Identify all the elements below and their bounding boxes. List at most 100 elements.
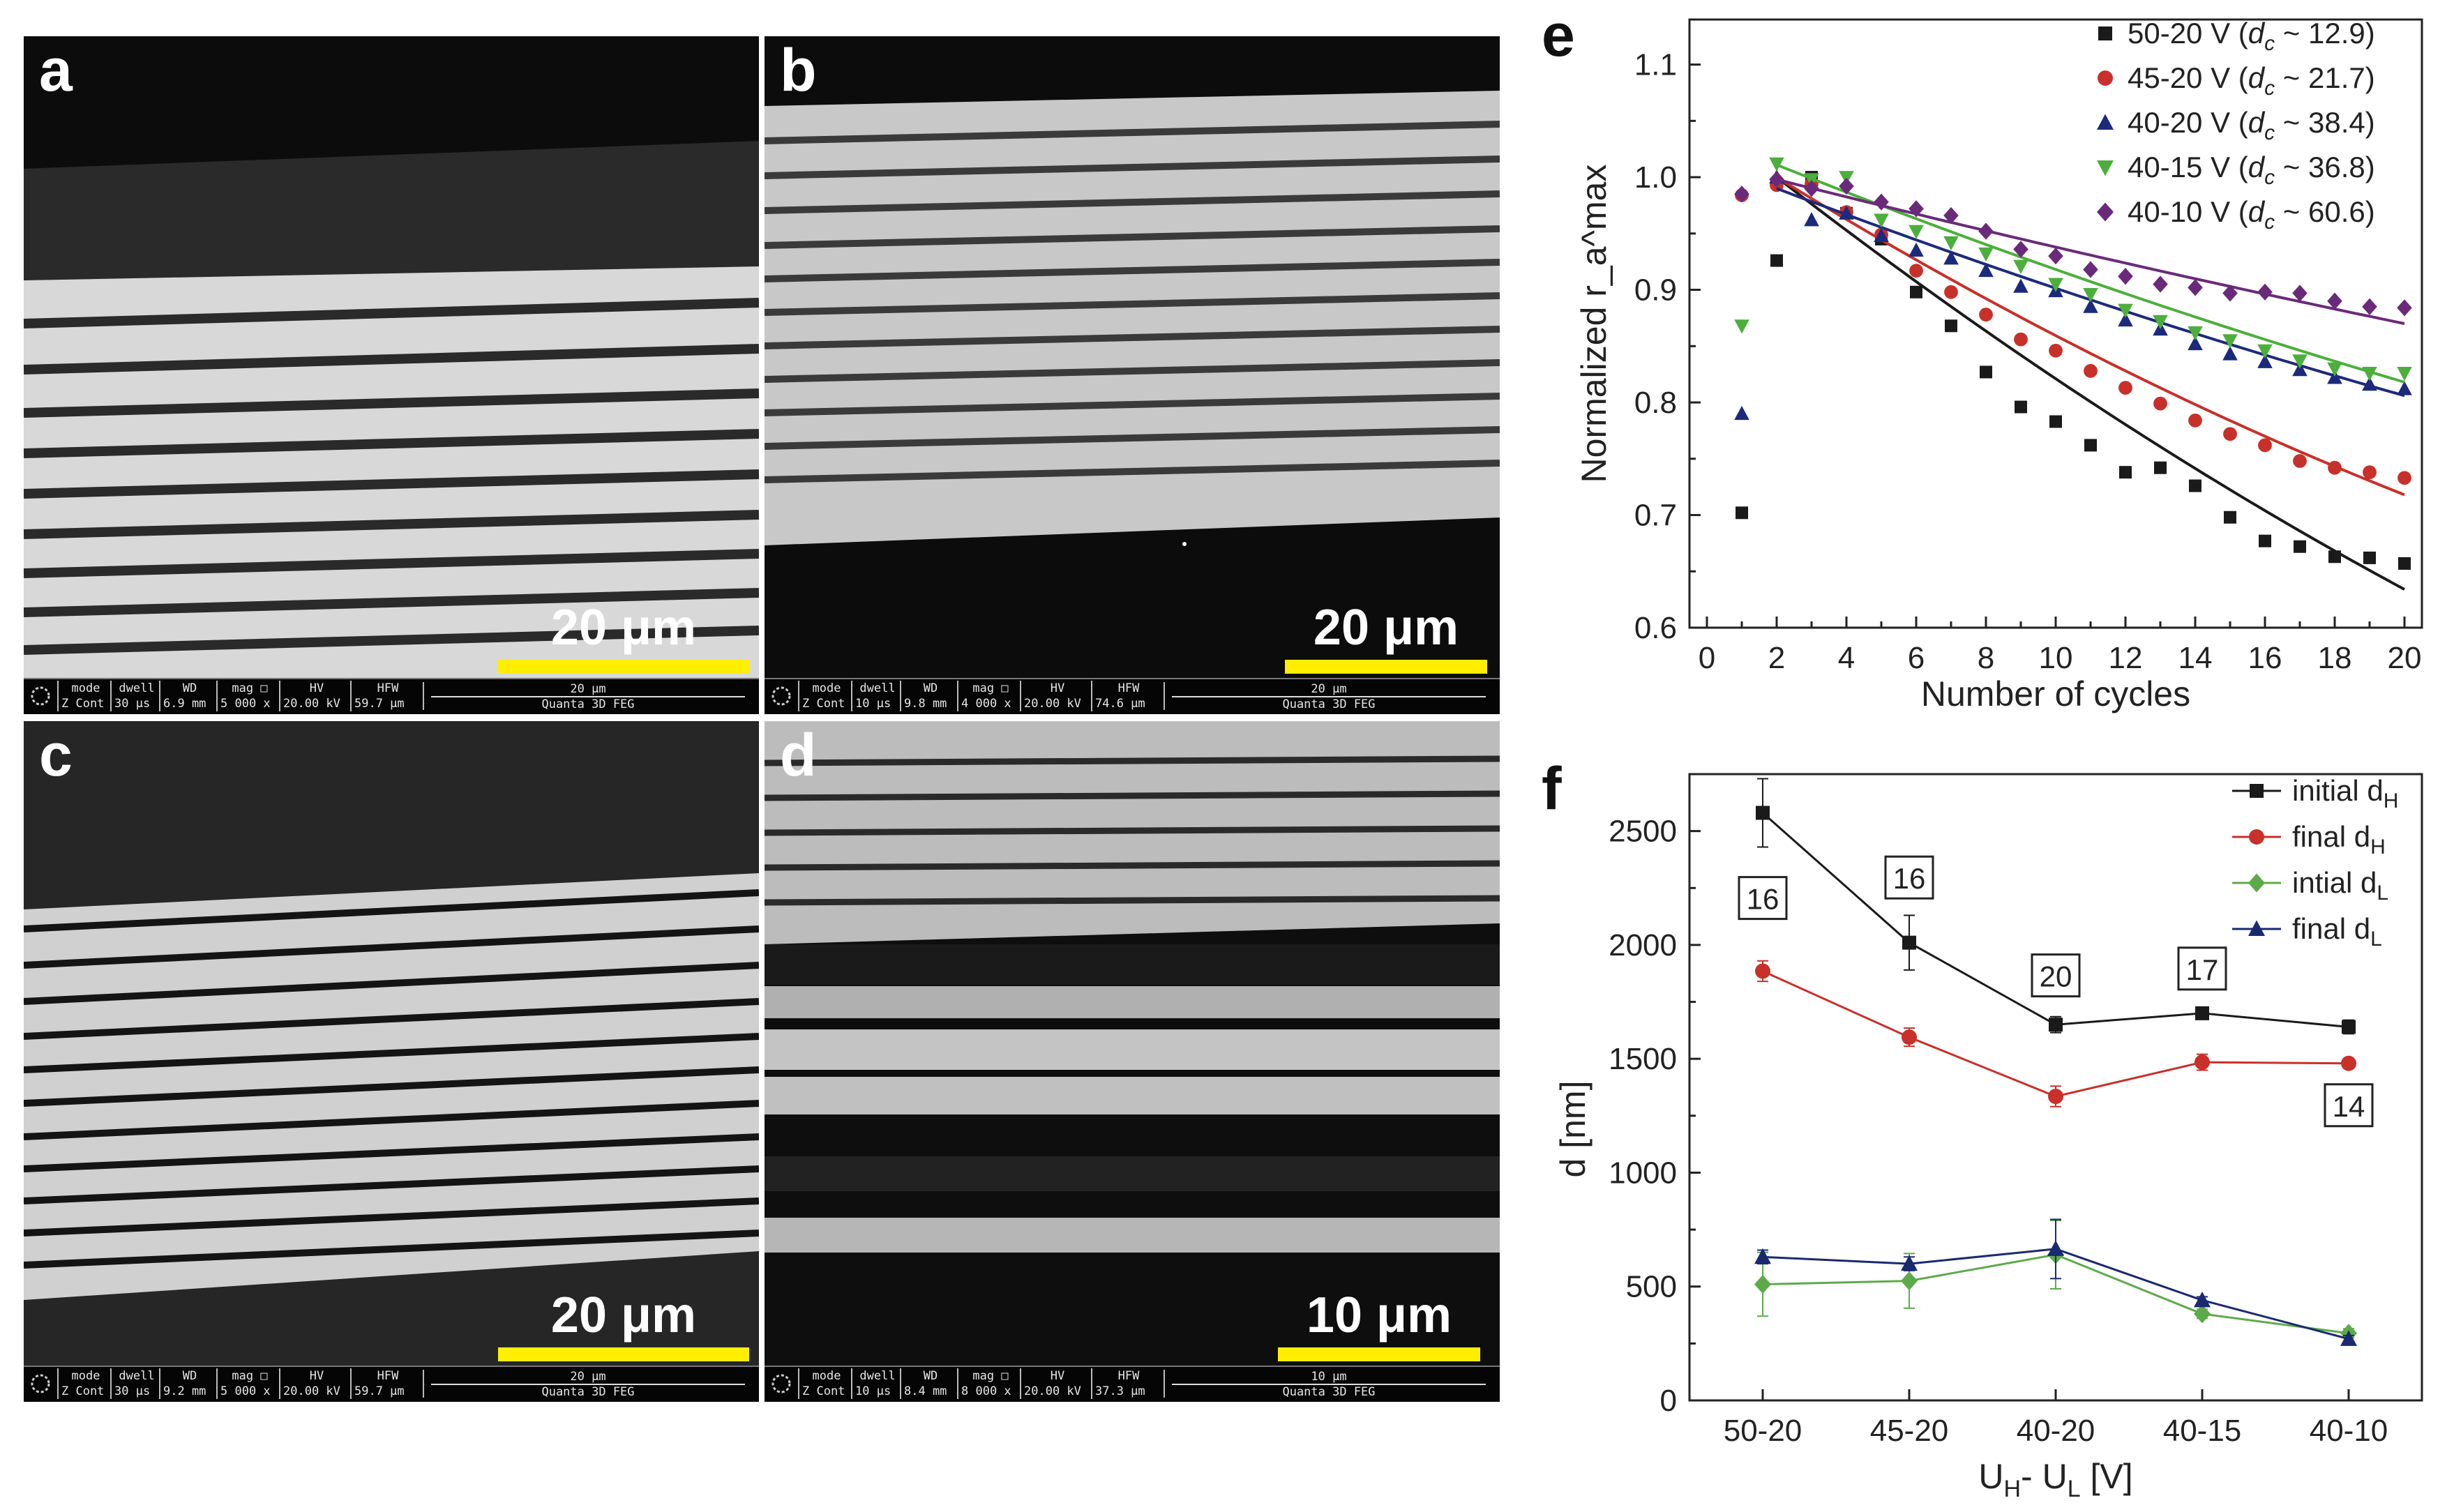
data-point-purple <box>2153 275 2168 293</box>
series-green <box>1734 157 2412 381</box>
info-bar-d: mode Z Cont dwell 10 μs WD 8.4 mm mag □ 8 00… <box>765 1366 1500 1402</box>
sem-panel-b: b 20 μm mode Z Cont dwell 10 μs WD 9.8 mm m… <box>765 36 1500 714</box>
data-point-black <box>1736 506 1748 520</box>
y-tick-label-e: 0.6 <box>1634 611 1677 645</box>
info-hfw-d: HFW 37.3 μm <box>1091 1368 1162 1399</box>
data-point-blue <box>1874 227 1889 243</box>
legend-sub: c <box>2264 77 2275 100</box>
series-black <box>1736 171 2411 570</box>
info-wd-c: WD 9.2 mm <box>159 1368 216 1399</box>
data-point-red <box>2118 381 2132 395</box>
data-point-green <box>1943 236 1959 250</box>
fit-line-black <box>1775 176 2405 591</box>
data-point-purple <box>2362 298 2377 315</box>
data-point-f_green <box>1901 1271 1918 1291</box>
legend-var: d <box>2248 151 2266 183</box>
data-point-purple <box>1769 171 1784 188</box>
chart-e: e 0 2 4 6 8 10 12 14 16 18 20 0.6 0.7 0.8 0.9 1.0 1.1 Numb… <box>1542 2 2423 713</box>
info-dwell-a: dwell 30 μs <box>110 681 159 711</box>
sem-image-d <box>765 721 1500 1402</box>
data-point-f_green <box>2194 1304 2211 1324</box>
legend-entry-red: 45-20 V (dc ~ 21.7) <box>2128 61 2375 100</box>
data-point-black <box>2259 534 2271 547</box>
legend-sub: c <box>2264 166 2275 189</box>
legend-marker-f_blue <box>2248 920 2265 936</box>
info-wd-b: WD 9.8 mm <box>900 681 957 711</box>
info-wd-d: WD 8.4 mm <box>900 1368 957 1399</box>
data-point-green <box>1769 157 1784 172</box>
series-black <box>1756 778 2356 1035</box>
legend-tail: ~ 12.9) <box>2275 17 2375 50</box>
legend-marker-red <box>2098 70 2113 86</box>
x-label-sub1: H <box>2003 1476 2021 1502</box>
data-point-black <box>1910 285 1922 298</box>
panel-label-e: e <box>1542 2 1575 69</box>
legend-marker-black <box>2098 27 2112 40</box>
legend-var: d <box>2248 195 2266 228</box>
legend-sub: L <box>2377 882 2388 905</box>
info-mode-c: mode Z Cont <box>57 1368 110 1399</box>
legend-entry-black: 50-20 V (dc ~ 12.9) <box>2128 17 2375 55</box>
panel-label-f: f <box>1542 760 1562 822</box>
scale-line-d <box>1278 1347 1480 1361</box>
data-point-purple <box>2257 283 2273 301</box>
legend-sub: H <box>2370 836 2386 859</box>
x-tick-label-f: 45-20 <box>1870 1414 1949 1448</box>
panel-label-d: d <box>780 722 817 789</box>
data-point-green <box>2048 278 2063 292</box>
scale-bar-d: 10 μm <box>1278 1290 1480 1361</box>
data-point-black <box>2049 415 2062 428</box>
data-point-red <box>2223 427 2237 441</box>
data-point-red <box>1909 264 1923 278</box>
info-bar-c: mode Z Cont dwell 30 μs WD 9.2 mm mag □ 5 00… <box>24 1366 759 1402</box>
data-point-blue <box>2257 354 2273 368</box>
data-point-green <box>1734 319 1749 334</box>
info-mode-d: mode Z Cont <box>798 1368 851 1399</box>
data-point-red <box>2014 332 2028 347</box>
data-point-red <box>2328 460 2342 475</box>
sem-panel-a: a 20 μm mode Z Cont dwell 30 μs WD 6.9 mm m… <box>24 36 759 714</box>
info-mag-c: mag □ 5 000 x <box>216 1368 279 1399</box>
data-point-green <box>2397 367 2412 381</box>
data-point-blue <box>2013 278 2028 293</box>
y-axis-label-f: d [nm] <box>1553 1081 1593 1178</box>
fei-logo-icon <box>31 1374 50 1393</box>
data-point-black <box>2154 461 2167 474</box>
info-bar-b: mode Z Cont dwell 10 μs WD 9.8 mm mag □ 4 00… <box>765 678 1500 714</box>
data-point-purple <box>1839 177 1854 195</box>
data-point-purple <box>2013 241 2028 258</box>
y-tick-label-f: 1500 <box>1609 1042 1677 1076</box>
x-tick-label-f: 40-15 <box>2163 1414 2242 1448</box>
data-point-purple <box>2222 285 2238 302</box>
info-hv-c: HV 20.00 kV <box>279 1368 350 1399</box>
fei-logo-icon <box>31 686 50 706</box>
data-point-red <box>2363 465 2377 480</box>
info-hfw-c: HFW 59.7 μm <box>350 1368 421 1399</box>
scale-label-b: 20 μm <box>1313 600 1459 656</box>
chart-f: f 50-20 45-20 40-20 40-15 40-10 0 500 1000 1500 20… <box>1542 760 2423 1502</box>
scale-label-c: 20 μm <box>550 1287 697 1343</box>
data-point-black <box>2294 540 2306 553</box>
legend-tail: ~ 36.8) <box>2275 151 2375 183</box>
legend-marker-purple <box>2097 202 2114 222</box>
data-point-blue <box>2327 370 2342 384</box>
y-tick-label-f: 1000 <box>1609 1156 1677 1190</box>
data-point-red <box>2397 471 2411 485</box>
x-axis-label-e: Number of cycles <box>1921 674 2190 713</box>
data-point-blue <box>1943 250 1959 265</box>
data-point-black <box>2015 400 2027 414</box>
x-tick-label-e: 6 <box>1908 641 1925 675</box>
data-point-blue <box>1839 205 1854 220</box>
sem-panel-c: c 20 μm mode Z Cont dwell 30 μs WD 9.2 mm m… <box>24 721 759 1402</box>
data-point-green <box>1978 247 1994 262</box>
data-point-red <box>2049 343 2063 358</box>
x-tick-label-e: 8 <box>1978 641 1994 675</box>
series-blue <box>1734 169 2412 421</box>
x-tick-label-e: 12 <box>2109 641 2143 675</box>
data-point-black <box>1770 254 1783 267</box>
scale-line-c <box>498 1347 749 1361</box>
scale-line-a <box>498 660 749 674</box>
series-purple <box>1734 171 2412 317</box>
x-label-main: U <box>1978 1457 2003 1496</box>
data-point-red <box>2258 438 2272 453</box>
